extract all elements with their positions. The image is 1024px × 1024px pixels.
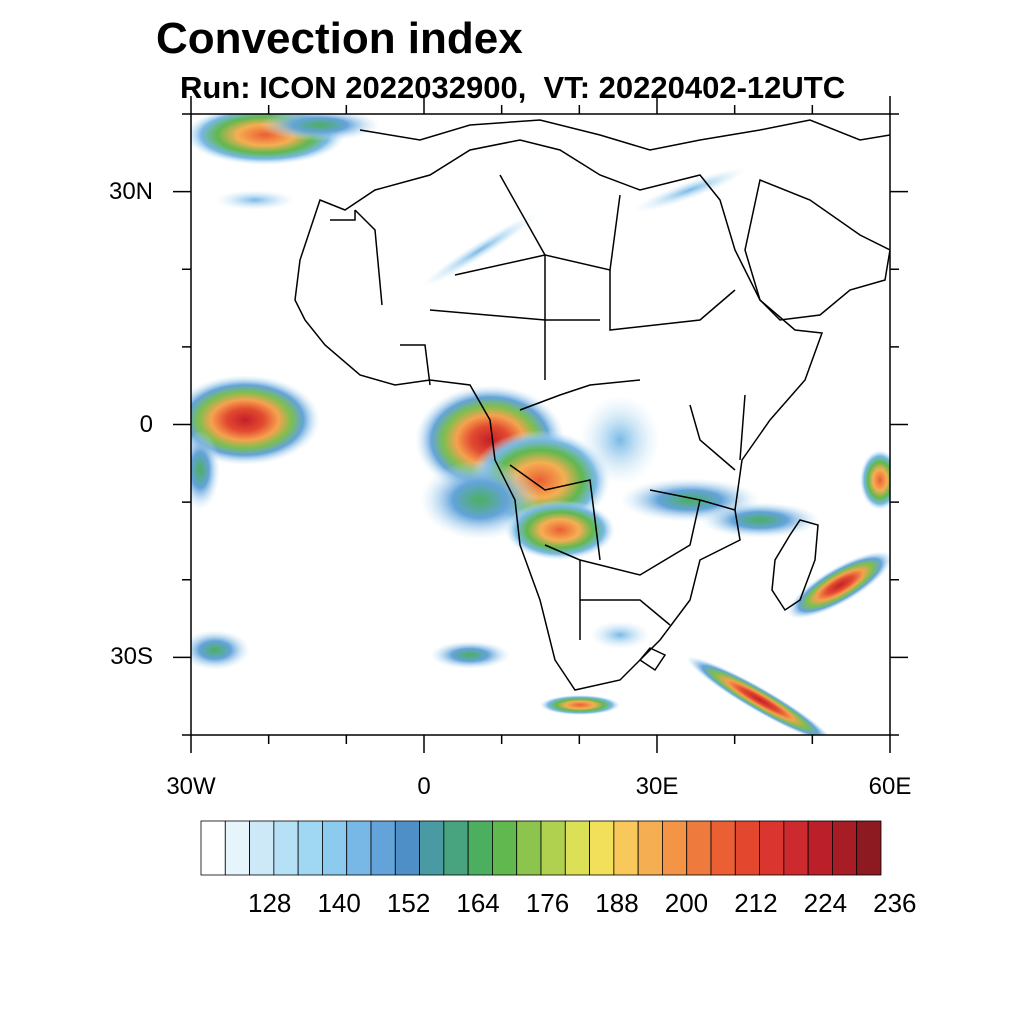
- colorbar-label: 212: [734, 888, 778, 918]
- colorbar-box: [492, 820, 518, 876]
- axis-ticks: [173, 96, 908, 753]
- colorbar-box: [297, 820, 323, 876]
- colorbar-box: [394, 820, 420, 876]
- colorbar-box: [589, 820, 615, 876]
- colorbar-box: [200, 820, 226, 876]
- colorbar-box: [686, 820, 712, 876]
- lon-tick-30e: 30E: [635, 773, 679, 800]
- colorbar-label: 140: [317, 888, 361, 918]
- colorbar-label: 236: [873, 888, 917, 918]
- colorbar-box: [662, 820, 688, 876]
- lon-tick-0: 0: [417, 773, 431, 800]
- colorbar-box: [273, 820, 299, 876]
- colorbar-box: [516, 820, 542, 876]
- colorbar-label: 224: [803, 888, 848, 918]
- colorbar-box: [832, 820, 858, 876]
- colorbar-box: [346, 820, 372, 876]
- convection-field: [191, 114, 890, 735]
- lat-tick-0: 0: [139, 410, 153, 438]
- colorbar-box: [734, 820, 760, 876]
- colorbar-label: 164: [456, 888, 500, 918]
- colorbar-box: [710, 820, 736, 876]
- colorbar-label: 188: [595, 888, 639, 918]
- colorbar-label: 152: [386, 888, 431, 918]
- lon-tick-30w: 30W: [166, 773, 216, 800]
- colorbar-box: [564, 820, 590, 876]
- colorbar-box: [443, 820, 469, 876]
- colorbar-label: 176: [525, 888, 570, 918]
- map-subtitle: Run: ICON 2022032900, VT: 20220402-12UTC: [180, 70, 846, 105]
- colorbar-box: [322, 820, 348, 876]
- colorbar-box: [249, 820, 275, 876]
- colorbar-box: [224, 820, 250, 876]
- colorbar-box: [419, 820, 445, 876]
- colorbar-box: [783, 820, 809, 876]
- colorbar-box: [856, 820, 882, 876]
- colorbar-label: 200: [664, 888, 709, 918]
- colorbar-box: [540, 820, 566, 876]
- colorbar-box: [370, 820, 396, 876]
- coastline-and-borders: [294, 119, 890, 691]
- colorbar-box: [613, 820, 639, 876]
- colorbar-box: [807, 820, 833, 876]
- lat-tick-30s: 30S: [110, 643, 153, 671]
- colorbar-box: [467, 820, 493, 876]
- lon-tick-60e: 60E: [868, 773, 912, 800]
- map-title: Convection index: [156, 14, 523, 63]
- colorbar: [200, 820, 882, 876]
- colorbar-box: [637, 820, 663, 876]
- colorbar-box: [759, 820, 785, 876]
- colorbar-label: 128: [248, 888, 292, 918]
- lat-tick-30n: 30N: [108, 177, 153, 205]
